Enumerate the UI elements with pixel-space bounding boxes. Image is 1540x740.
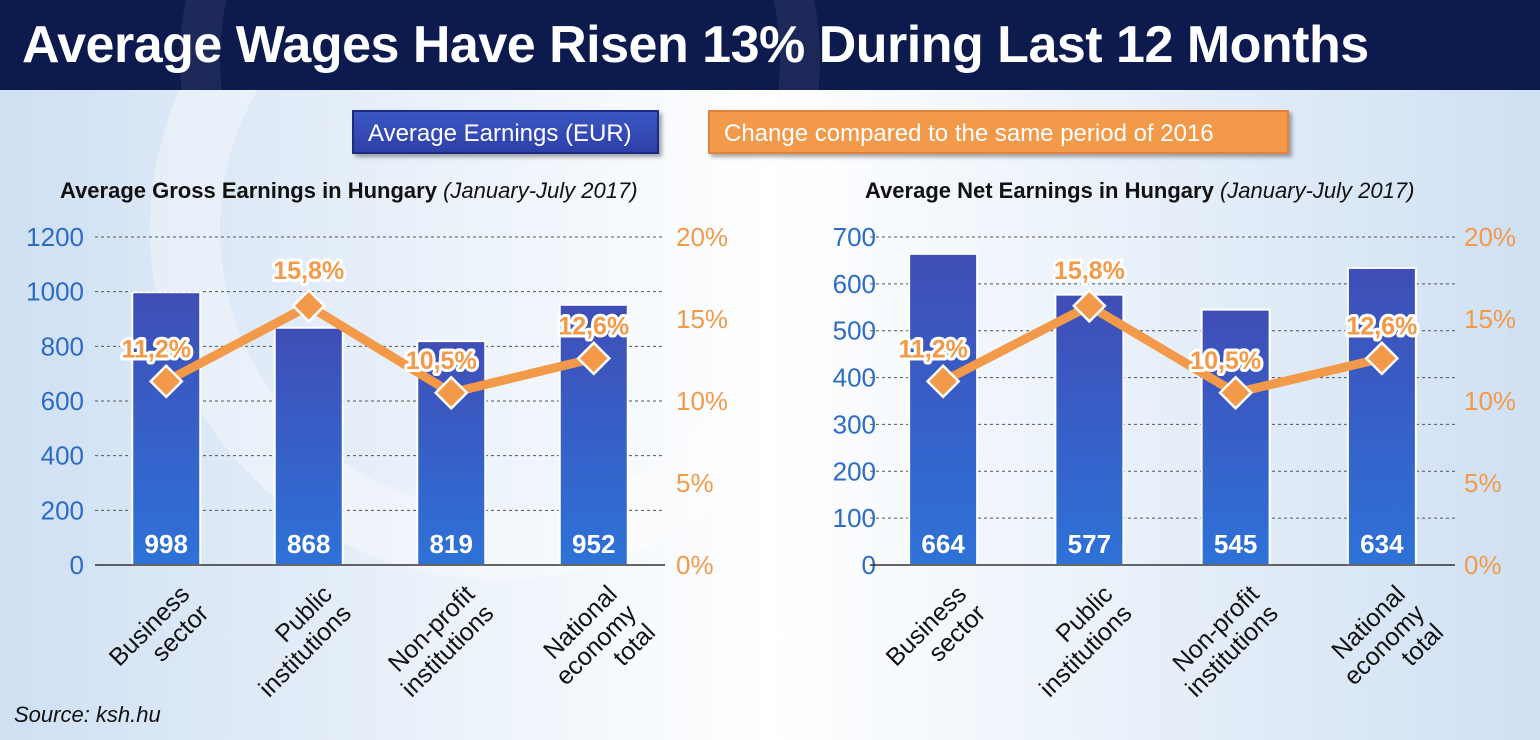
change-point: [291, 288, 327, 324]
change-value-label: 12,6%: [1346, 312, 1417, 340]
chart-net-subtitle: (January-July 2017): [1219, 178, 1415, 203]
chart-net-earnings: 0 100 200 300 400 500 600 700 0% 5% 10% 15% 20% 664 57…: [833, 222, 1516, 700]
chart-net-title-main: Average Net Earnings in Hungary: [865, 178, 1214, 203]
page-title: Average Wages Have Risen 13% During Last…: [22, 16, 1369, 74]
y-tick-label: 0: [70, 550, 84, 580]
header-ring-decoration: [180, 0, 820, 90]
y-tick-label: 200: [41, 495, 84, 525]
change-value-label: 10,5%: [406, 347, 477, 375]
chart-gross-subtitle: (January-July 2017): [443, 178, 638, 203]
y2-tick-label: 15%: [676, 304, 728, 334]
y2-tick-label: 10%: [676, 386, 728, 416]
bar: [131, 291, 202, 566]
y-tick-label: 600: [833, 269, 876, 299]
y-tick-label: 400: [833, 363, 876, 393]
x-tick-label: Non-profitinstitutions: [1161, 580, 1283, 700]
y2-tick-label: 0%: [1464, 550, 1502, 580]
bar-value-label: 577: [1068, 529, 1111, 559]
legend-bars: Average Earnings (EUR): [352, 110, 659, 154]
change-point: [148, 363, 184, 399]
change-value-label: 15,8%: [1054, 257, 1125, 285]
y2-tick-label: 0%: [676, 550, 714, 580]
change-value-label: 10,5%: [1190, 347, 1261, 375]
y-tick-label: 800: [41, 331, 84, 361]
bar-value-label: 952: [572, 529, 615, 559]
change-point: [1072, 288, 1107, 324]
y-tick-label: 300: [833, 409, 876, 439]
y-tick-label: 700: [833, 222, 876, 252]
bar-value-label: 634: [1360, 529, 1404, 559]
x-tick-label: Publicinstitutions: [1015, 580, 1137, 700]
bar: [1346, 266, 1417, 566]
x-tick-label: Businesssector: [104, 580, 215, 691]
y2-tick-label: 5%: [676, 468, 714, 498]
legend-line: Change compared to the same period of 20…: [708, 110, 1289, 154]
y2-tick-label: 20%: [676, 222, 728, 252]
y2-tick-label: 15%: [1464, 304, 1516, 334]
change-point: [925, 363, 961, 399]
x-tick-label: Nationaleconomytotal: [1319, 580, 1449, 700]
bar-value-label: 868: [287, 529, 330, 559]
y-tick-label: 400: [41, 441, 84, 471]
chart-gross-title-main: Average Gross Earnings in Hungary: [60, 178, 437, 203]
chart-net-title: Average Net Earnings in Hungary (January…: [865, 178, 1414, 204]
change-point: [1364, 341, 1400, 376]
bar: [1200, 308, 1271, 566]
x-tick-label: Nationaleconomytotal: [531, 580, 661, 700]
y-tick-label: 1000: [26, 277, 84, 307]
change-value-label: 11,2%: [121, 335, 191, 363]
x-tick-label: Non-profitinstitutions: [377, 580, 499, 700]
y-tick-label: 200: [833, 456, 876, 486]
change-point: [433, 375, 469, 411]
source-note: Source: ksh.hu: [14, 702, 161, 727]
y2-tick-label: 10%: [1464, 386, 1516, 416]
y-tick-label: 1200: [26, 222, 84, 252]
y-tick-label: 600: [41, 386, 84, 416]
change-line: [164, 301, 595, 398]
chart-gross-earnings: 0 200 400 600 800 1000 1200 0% 5% 10% 15% 20% 998 868…: [26, 222, 728, 700]
header-banner: Average Wages Have Risen 13% During Last…: [0, 0, 1540, 90]
bar-value-label: 545: [1214, 529, 1257, 559]
change-point: [576, 341, 612, 376]
y-tick-label: 500: [833, 316, 876, 346]
y-tick-label: 0: [862, 550, 876, 580]
chart-gross-title: Average Gross Earnings in Hungary (Janua…: [60, 178, 638, 204]
y-tick-label: 100: [833, 503, 876, 533]
bar-value-label: 819: [430, 529, 473, 559]
bar: [1054, 293, 1125, 567]
bar: [273, 326, 344, 566]
bar-value-label: 664: [921, 529, 965, 559]
change-line: [941, 301, 1383, 398]
x-tick-label: Publicinstitutions: [234, 580, 356, 700]
change-value-label: 12,6%: [558, 312, 629, 340]
change-value-label: 15,8%: [273, 257, 344, 285]
x-tick-label: Businesssector: [881, 580, 992, 691]
y2-tick-label: 5%: [1464, 468, 1502, 498]
bar: [908, 252, 979, 567]
change-point: [1218, 375, 1253, 411]
y2-tick-label: 20%: [1464, 222, 1516, 252]
bar-value-label: 998: [145, 529, 188, 559]
change-value-label: 11,2%: [898, 335, 968, 363]
